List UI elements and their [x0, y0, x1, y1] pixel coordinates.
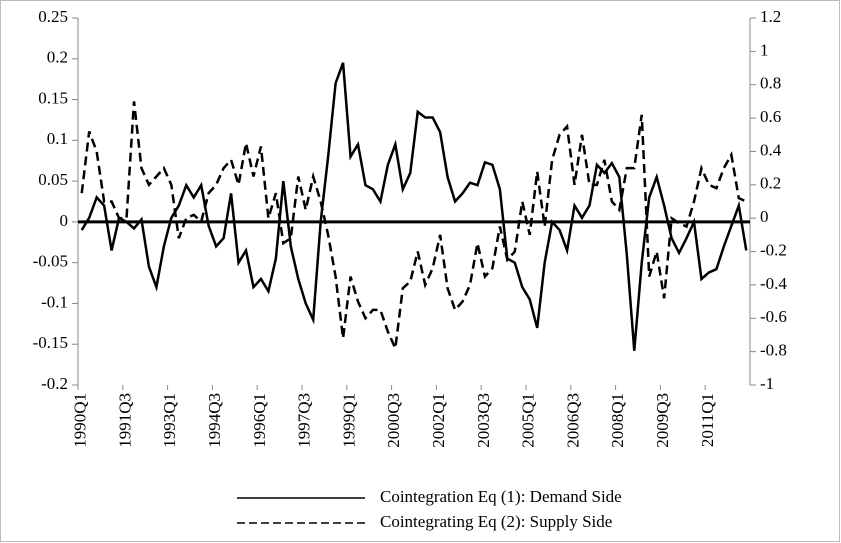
series-line [80, 62, 748, 351]
x-tick-label: 1990Q1 [71, 393, 90, 448]
y-tick-label: -0.05 [33, 252, 68, 271]
y2-tick-label: -0.6 [760, 307, 787, 326]
x-tick-label: 1991Q3 [115, 393, 134, 448]
y-tick-label: 0.05 [38, 170, 68, 189]
x-tick-label: 1996Q1 [250, 393, 269, 448]
legend-label: Cointegrating Eq (2): Supply Side [380, 512, 612, 531]
y2-tick-label: -0.8 [760, 341, 787, 360]
y2-tick-label: 1.2 [760, 7, 781, 26]
x-tick-label: 1994Q3 [205, 393, 224, 448]
y2-tick-label: -0.4 [760, 274, 787, 293]
x-tick-label: 2006Q3 [563, 393, 582, 448]
y2-tick-label: 0.2 [760, 174, 781, 193]
y2-tick-label: 0.6 [760, 107, 781, 126]
x-tick-label: 2000Q3 [384, 393, 403, 448]
y-tick-label: 0.15 [38, 88, 68, 107]
y-tick-label: 0.2 [47, 48, 68, 67]
y-tick-label: -0.1 [41, 292, 68, 311]
x-tick-label: 1999Q1 [339, 393, 358, 448]
y2-tick-label: -0.2 [760, 240, 787, 259]
x-tick-label: 2005Q1 [519, 393, 538, 448]
series-line [80, 101, 747, 353]
x-tick-label: 1993Q1 [160, 393, 179, 448]
y2-tick-label: 0 [760, 207, 769, 226]
y-tick-label: -0.15 [33, 333, 68, 352]
y2-tick-label: 0.4 [760, 140, 782, 159]
legend-label: Cointegration Eq (1): Demand Side [380, 487, 622, 506]
y-tick-label: 0.1 [47, 129, 68, 148]
x-tick-label: 2003Q3 [474, 393, 493, 448]
x-tick-label: 2008Q1 [608, 393, 627, 448]
y-tick-label: -0.2 [41, 374, 68, 393]
x-tick-label: 1997Q3 [295, 393, 314, 448]
x-tick-label: 2011Q1 [698, 393, 717, 447]
x-tick-label: 2009Q3 [653, 393, 672, 448]
x-tick-label: 2002Q1 [429, 393, 448, 448]
y2-tick-label: 1 [760, 40, 769, 59]
y2-tick-label: -1 [760, 374, 774, 393]
y2-tick-label: 0.8 [760, 74, 781, 93]
y-tick-label: 0.25 [38, 7, 68, 26]
y-tick-label: 0 [60, 211, 69, 230]
